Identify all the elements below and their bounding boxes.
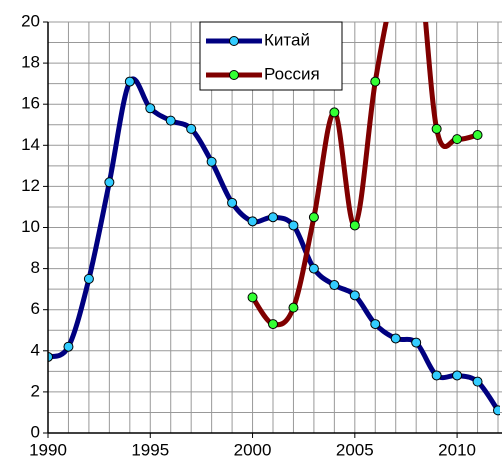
marker	[452, 370, 463, 381]
y-tick-label: 4	[31, 340, 40, 359]
marker	[370, 319, 381, 330]
marker	[48, 351, 53, 362]
legend-label: Россия	[264, 64, 320, 83]
marker	[349, 220, 360, 231]
marker	[349, 290, 360, 301]
x-tick-label: 1995	[131, 440, 169, 459]
x-tick-label: 2010	[438, 440, 476, 459]
legend: Китай Россия	[199, 21, 343, 91]
marker	[493, 405, 500, 416]
marker	[83, 273, 94, 284]
marker	[124, 76, 135, 87]
series-line	[250, 22, 479, 328]
y-tick-label: 0	[31, 422, 40, 441]
marker	[390, 333, 401, 344]
marker	[165, 115, 176, 126]
marker	[431, 370, 442, 381]
marker	[411, 337, 422, 348]
marker	[227, 197, 238, 208]
legend-marker	[229, 36, 239, 46]
series-line	[48, 76, 500, 412]
marker	[247, 292, 258, 303]
x-tick-label: 2000	[234, 440, 272, 459]
plot	[48, 22, 500, 416]
marker	[472, 130, 483, 141]
legend-marker	[229, 70, 239, 80]
marker	[431, 123, 442, 134]
y-tick-label: 6	[31, 299, 40, 318]
marker	[186, 123, 197, 134]
marker	[288, 302, 299, 313]
y-tick-label: 20	[21, 11, 40, 30]
marker	[268, 212, 278, 223]
y-tick-label: 16	[21, 94, 40, 113]
axes: 0 2 4 6 8 10 12 14 16 18 20 1990 1995 2000 2005 2010	[21, 11, 502, 459]
y-tick-label: 10	[21, 217, 40, 236]
marker	[104, 177, 115, 188]
marker	[268, 319, 278, 330]
marker	[247, 216, 258, 227]
marker	[308, 263, 319, 274]
marker	[145, 103, 156, 114]
marker	[370, 76, 381, 87]
legend-label: Китай	[264, 30, 310, 49]
marker	[452, 134, 463, 145]
marker	[63, 341, 74, 352]
marker	[329, 280, 340, 291]
marker	[206, 156, 217, 167]
y-tick-label: 14	[21, 135, 40, 154]
y-tick-label: 2	[31, 381, 40, 400]
marker	[288, 220, 299, 231]
marker	[329, 107, 340, 118]
x-tick-label: 2005	[336, 440, 374, 459]
x-tick-label: 1990	[29, 440, 67, 459]
y-tick-label: 18	[21, 53, 40, 72]
y-tick-label: 12	[21, 176, 40, 195]
marker	[472, 376, 483, 387]
marker	[308, 212, 319, 223]
y-tick-label: 8	[31, 258, 40, 277]
legend-box	[199, 21, 343, 91]
